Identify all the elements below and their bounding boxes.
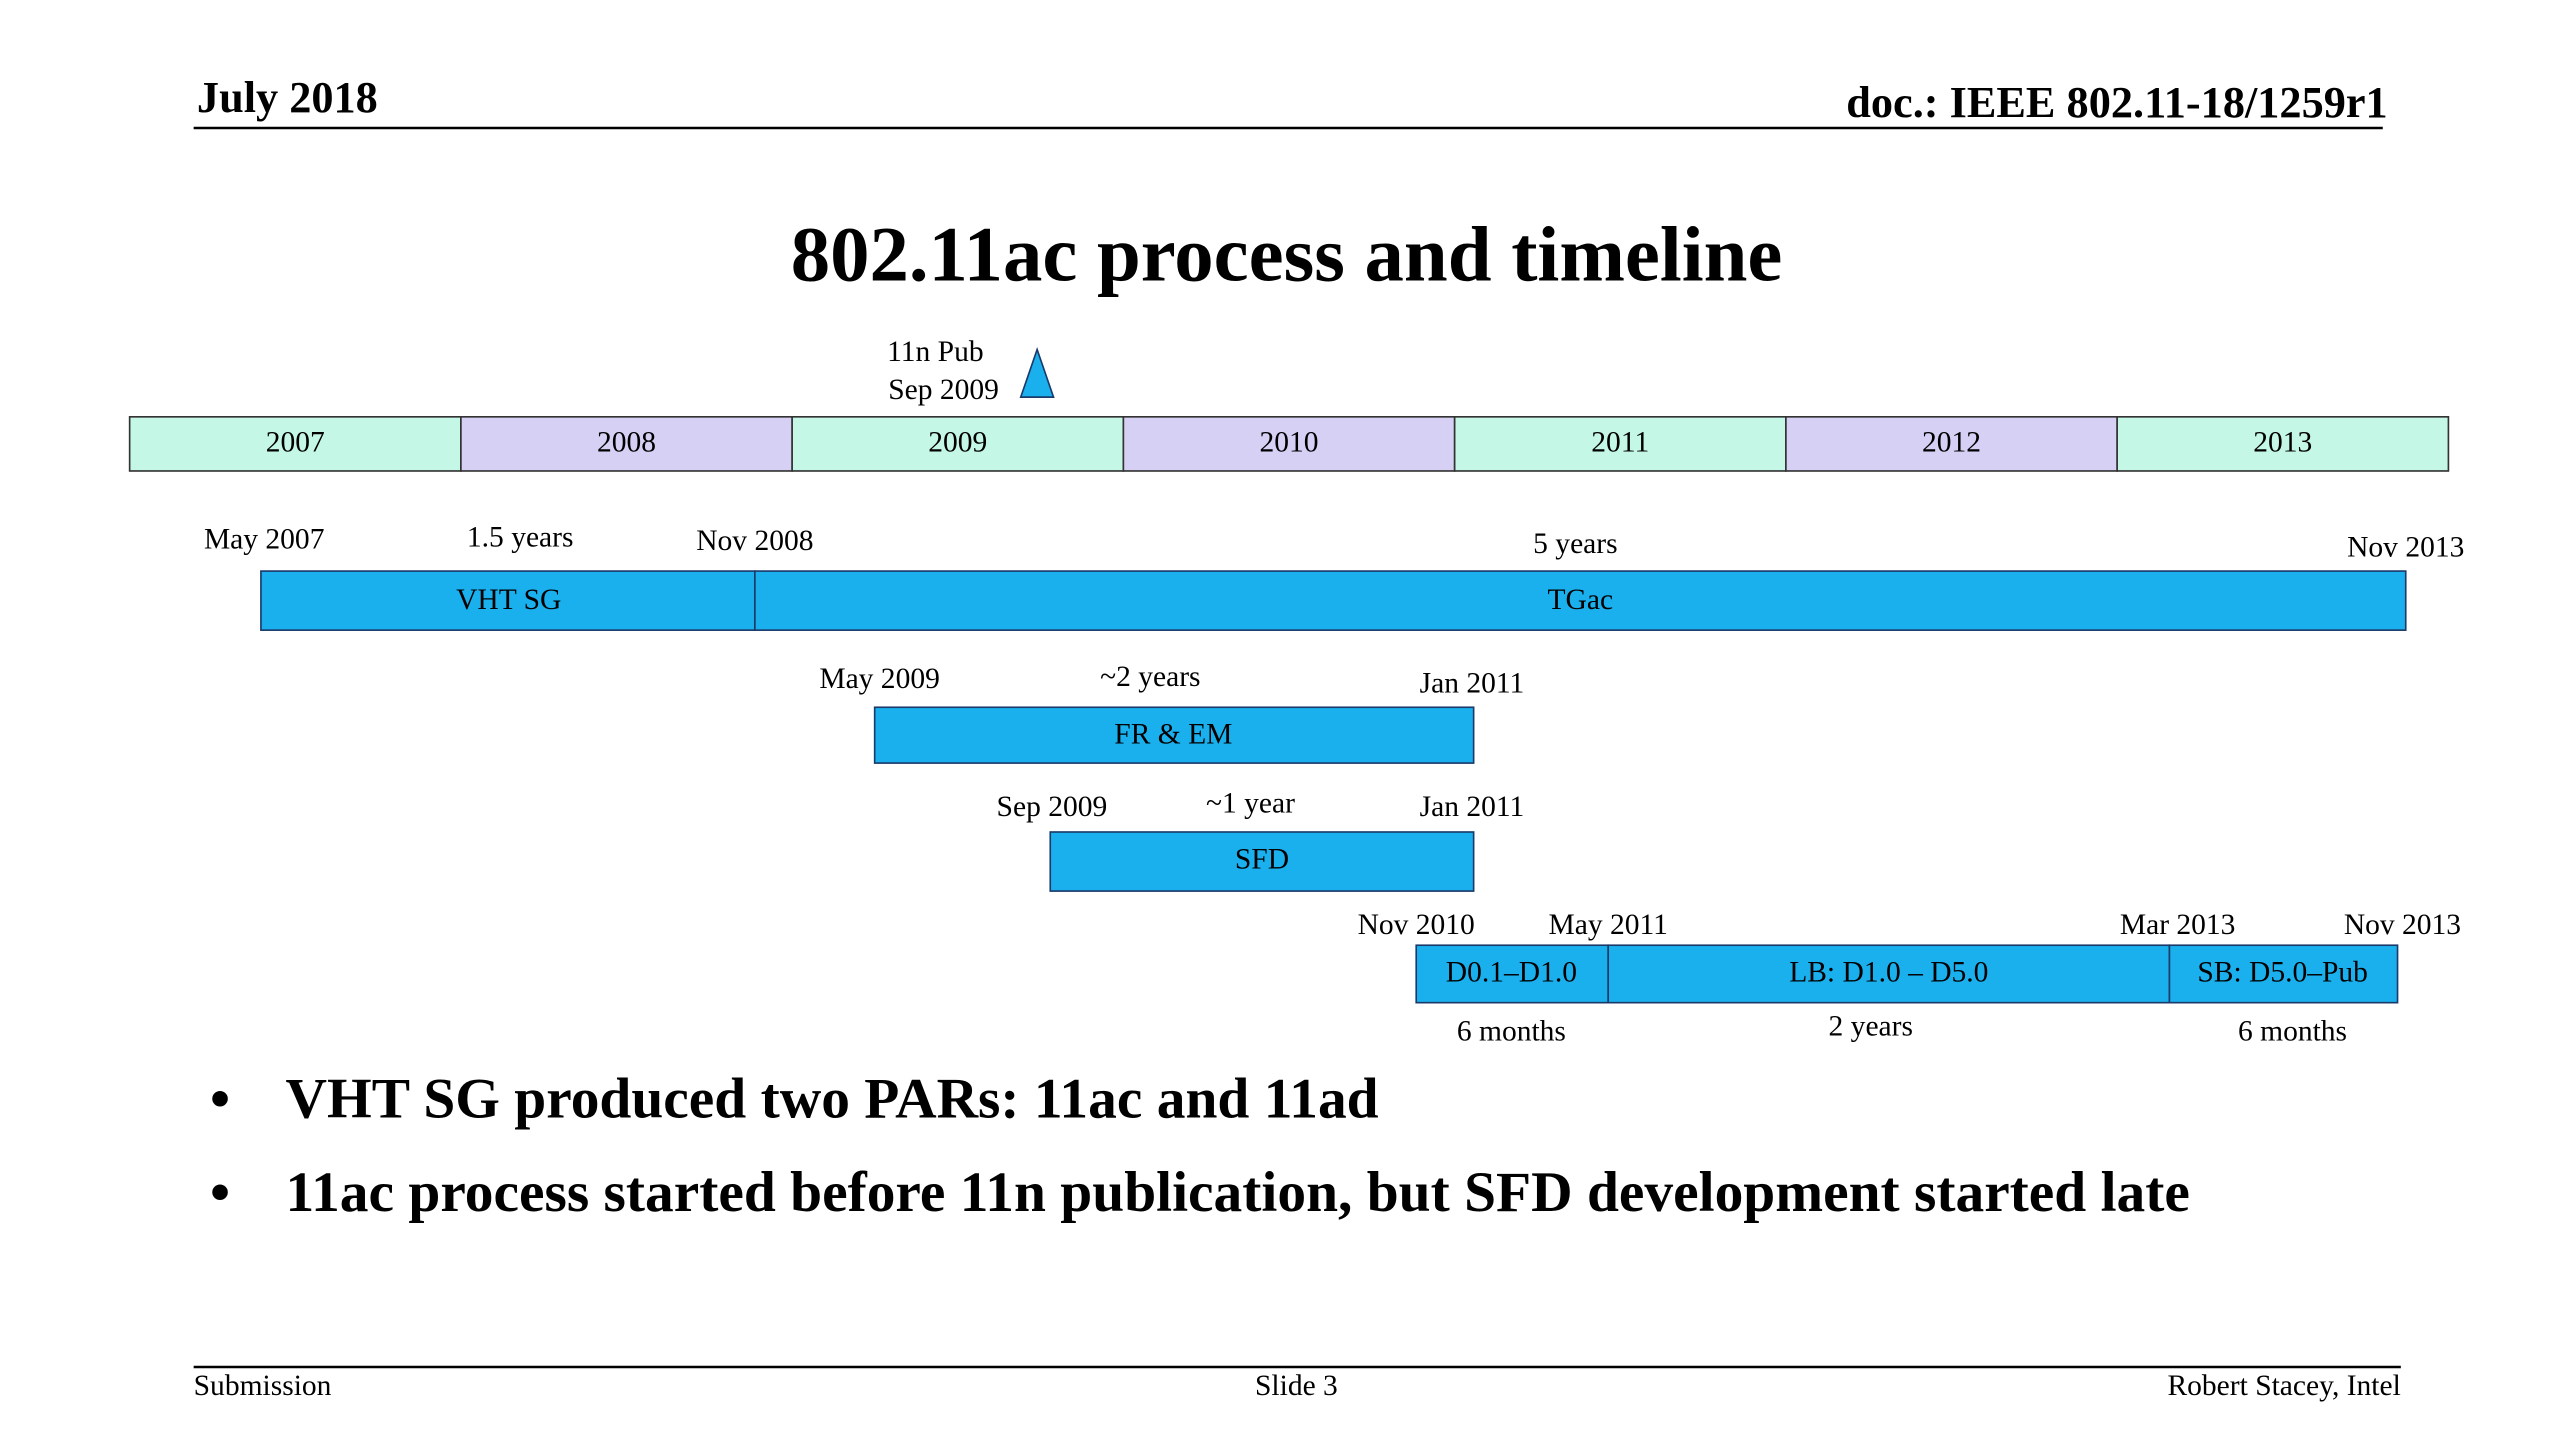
footer-center: Slide 3	[1255, 1370, 1338, 1402]
footer-left: Submission	[194, 1370, 332, 1402]
year-label: 2008	[597, 426, 656, 458]
phase-duration: ~1 year	[1206, 788, 1295, 820]
footer-right: Robert Stacey, Intel	[2167, 1370, 2400, 1402]
header-doc: doc.: IEEE 802.11-18/1259r1	[1846, 78, 2387, 127]
year-label: 2010	[1260, 426, 1319, 458]
phase-duration: 6 months	[2238, 1016, 2347, 1048]
milestone-date: Sep 2009	[888, 374, 999, 406]
milestone-label: 11n Pub	[887, 336, 984, 368]
phase-duration: 1.5 years	[467, 522, 574, 554]
phase-duration: 5 years	[1533, 528, 1617, 560]
phase-start: May 2007	[204, 523, 325, 555]
year-label: 2013	[2253, 426, 2312, 458]
year-cell	[1453, 416, 1787, 472]
phase-start: May 2009	[819, 663, 940, 695]
phase-end: May 2011	[1548, 909, 1667, 941]
year-cell	[1785, 416, 2118, 472]
phase-name: VHT SG	[456, 584, 561, 616]
bullet-list: VHT SG produced two PARs: 11ac and 11ad …	[210, 1060, 2343, 1247]
bullet: VHT SG produced two PARs: 11ac and 11ad	[210, 1060, 2343, 1137]
phase-name: FR & EM	[1114, 719, 1232, 751]
phase-name: D0.1–D1.0	[1446, 957, 1577, 989]
phase-bar	[1607, 944, 2171, 1004]
year-cell	[791, 416, 1125, 472]
phase-start: Nov 2010	[1358, 909, 1475, 941]
phase-end: Jan 2011	[1420, 668, 1525, 700]
phase-bar	[260, 570, 756, 631]
milestone-marker	[1019, 347, 1055, 398]
year-label: 2007	[266, 426, 325, 458]
year-label: 2012	[1922, 426, 1981, 458]
header-date: July 2018	[197, 73, 378, 122]
phase-duration: ~2 years	[1100, 661, 1200, 693]
phase-name: TGac	[1548, 584, 1614, 616]
phase-duration: 2 years	[1829, 1011, 1913, 1043]
phase-bar	[1049, 831, 1475, 892]
year-cell	[2116, 416, 2450, 472]
phase-end: Nov 2013	[2347, 532, 2464, 564]
phase-end: Jan 2011	[1420, 791, 1525, 823]
phase-duration: 6 months	[1457, 1016, 1566, 1048]
phase-bar	[873, 706, 1475, 764]
phase-end: Nov 2013	[2344, 909, 2461, 941]
year-axis: 2007 2008 2009 2010 2011 2012 2013	[128, 416, 2450, 472]
phase-start: Sep 2009	[997, 791, 1108, 823]
bullet: 11ac process started before 11n publicat…	[210, 1154, 2343, 1231]
year-cell	[1122, 416, 1456, 472]
phase-end: Mar 2013	[2120, 909, 2236, 941]
phase-end: Nov 2008	[696, 525, 813, 557]
phase-name: LB: D1.0 – D5.0	[1789, 957, 1988, 989]
phase-name: SFD	[1235, 843, 1289, 875]
year-label: 2009	[928, 426, 987, 458]
phase-name: SB: D5.0–Pub	[2197, 957, 2368, 989]
slide-title: 802.11ac process and timeline	[791, 212, 1783, 299]
phase-bar	[754, 570, 2407, 631]
phase-bar	[2168, 944, 2399, 1004]
year-label: 2011	[1591, 426, 1649, 458]
